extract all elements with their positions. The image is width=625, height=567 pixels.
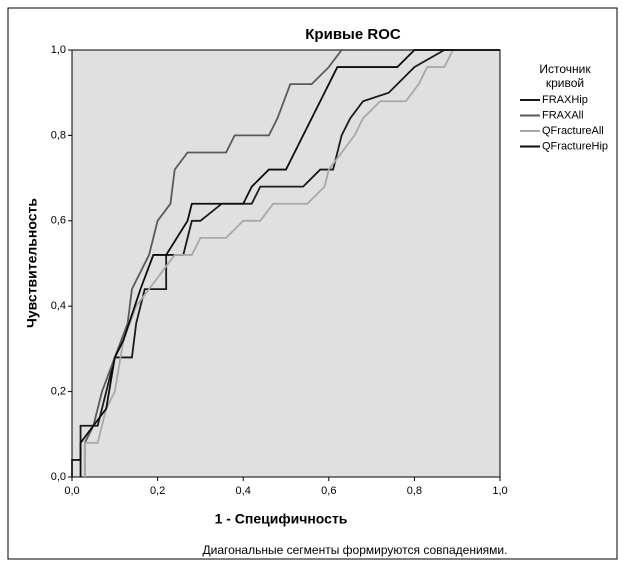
y-tick-label: 0,2 bbox=[51, 386, 66, 398]
y-tick-label: 0,8 bbox=[51, 129, 66, 141]
legend-label: FRAXAll bbox=[542, 109, 584, 121]
legend-label: FRAXHip bbox=[542, 94, 588, 106]
x-tick-label: 0,0 bbox=[64, 485, 79, 497]
chart-title: Кривые ROC bbox=[305, 26, 401, 43]
y-axis-label: Чувствительность bbox=[24, 198, 40, 328]
roc-curve bbox=[79, 49, 500, 477]
x-tick-label: 1,0 bbox=[492, 485, 507, 497]
y-tick-label: 0,0 bbox=[51, 471, 66, 483]
roc-curve bbox=[71, 49, 500, 477]
plot-area bbox=[71, 49, 501, 478]
x-tick-label: 0,4 bbox=[236, 485, 251, 497]
legend-label: QFractureAll bbox=[542, 125, 604, 137]
x-tick-label: 0,6 bbox=[321, 485, 336, 497]
x-tick-label: 0,2 bbox=[150, 485, 165, 497]
legend-title: Источник bbox=[539, 62, 591, 76]
y-tick-label: 0,4 bbox=[51, 300, 66, 312]
roc-curve bbox=[83, 49, 500, 477]
legend-title: кривой bbox=[546, 76, 584, 90]
footnote: Диагональные сегменты формируются совпад… bbox=[203, 543, 508, 557]
x-tick-label: 0,8 bbox=[407, 485, 422, 497]
y-tick-label: 0,6 bbox=[51, 215, 66, 227]
y-tick-label: 1,0 bbox=[51, 44, 66, 56]
roc-curve bbox=[83, 49, 500, 477]
legend-label: QFractureHip bbox=[542, 140, 608, 152]
x-axis-label: 1 - Специфичность bbox=[215, 511, 348, 527]
